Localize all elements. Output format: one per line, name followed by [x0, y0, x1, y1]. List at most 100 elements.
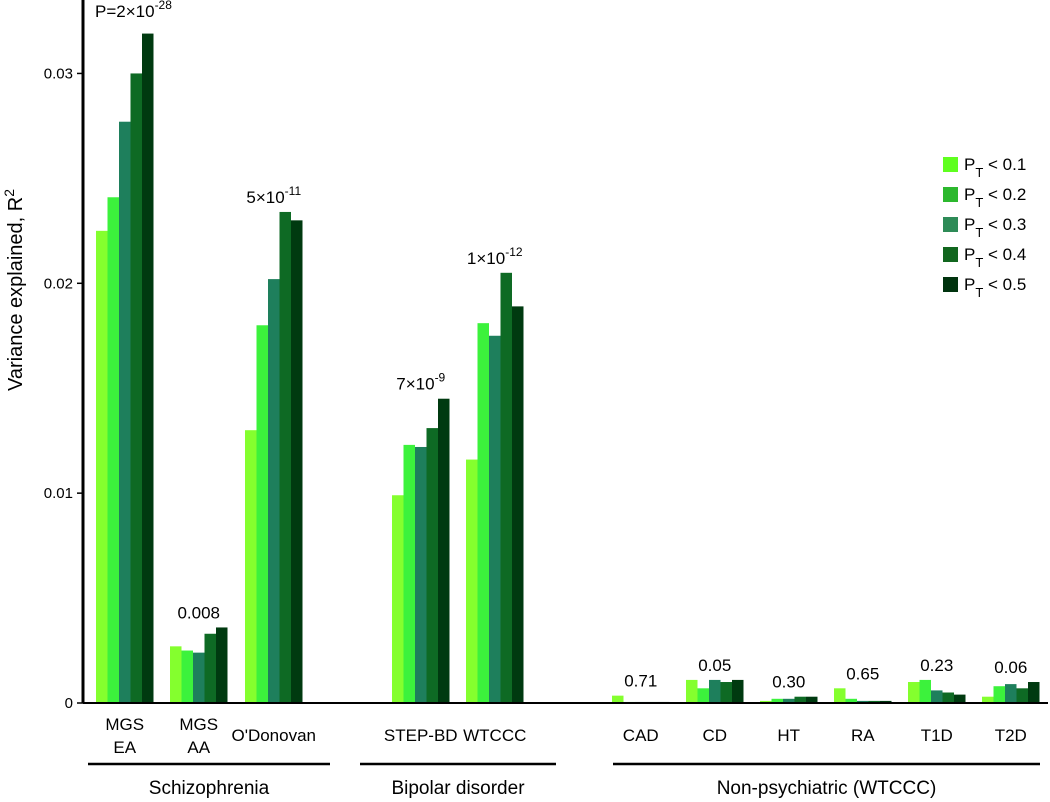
bar: [279, 211, 291, 703]
bar: [783, 698, 795, 703]
category-labels: MGS EA MGS AA O'Donovan STEP-BD WTCCC CAD CD HT RA…: [105, 715, 1026, 757]
bar: [512, 306, 524, 703]
bar: [1005, 684, 1017, 703]
bar: [732, 679, 744, 703]
bar: [170, 646, 182, 703]
bar: [216, 627, 228, 703]
bar: [857, 700, 869, 703]
legend-swatch: [943, 217, 958, 232]
bar: [845, 698, 857, 703]
legend-swatch: [943, 157, 958, 172]
category-label: WTCCC: [463, 726, 526, 745]
bar: [415, 446, 427, 703]
bar: [466, 459, 478, 703]
p-value-annotation: 0.71: [624, 672, 657, 691]
legend-label: PT < 0.1: [964, 155, 1026, 180]
bar: [982, 696, 994, 703]
y-tick-label: 0: [65, 695, 73, 712]
bar: [908, 682, 920, 703]
bar: [942, 692, 954, 703]
bar: [107, 197, 119, 703]
legend-label: PT < 0.5: [964, 275, 1026, 300]
p-value-annotation: 0.008: [177, 603, 220, 622]
bar: [612, 695, 624, 703]
y-axis-label: Variance explained, R2: [1, 189, 27, 391]
bar: [392, 495, 404, 703]
p-value-annotation: 0.05: [698, 656, 731, 675]
p-value-annotation: 0.06: [994, 658, 1027, 677]
category-label: T1D: [921, 726, 953, 745]
bar: [720, 682, 732, 703]
group-labels: Schizophrenia Bipolar disorder Non-psychia…: [88, 762, 1040, 799]
bar: [489, 335, 501, 703]
p-value-annotation: 7×10-9: [396, 371, 445, 394]
bar: [142, 33, 154, 704]
category-label: MGS: [105, 715, 144, 734]
category-label: O'Donovan: [231, 726, 316, 745]
bar: [834, 688, 846, 703]
group-label: Non-psychiatric (WTCCC): [717, 778, 937, 799]
bar: [686, 679, 698, 703]
bar: [954, 694, 966, 703]
legend-swatch: [943, 277, 958, 292]
legend: PT < 0.1 PT < 0.2 PT < 0.3 PT < 0.4 PT < 0.5: [943, 155, 1026, 300]
bar: [868, 700, 880, 703]
bar: [204, 633, 216, 703]
bar: [771, 698, 783, 703]
group-label: Bipolar disorder: [391, 778, 525, 799]
y-tick-label: 0.01: [44, 485, 73, 502]
bar: [268, 279, 280, 703]
category-label: EA: [113, 738, 136, 757]
bar: [919, 679, 931, 703]
bar: [1016, 688, 1028, 703]
bar: [245, 430, 257, 703]
category-label: STEP-BD: [384, 726, 458, 745]
bar: [697, 688, 709, 703]
p-value-annotation: 0.23: [920, 656, 953, 675]
category-label: HT: [777, 726, 800, 745]
category-label: CD: [702, 726, 727, 745]
y-tick-label: 0.02: [44, 275, 73, 292]
legend-label: PT < 0.2: [964, 185, 1026, 210]
bar: [794, 696, 806, 703]
p-value-annotation: P=2×10-28: [95, 0, 172, 21]
p-value-annotation: 0.65: [846, 664, 879, 683]
category-label: CAD: [623, 726, 659, 745]
bar: [256, 325, 268, 703]
bar: [403, 444, 415, 703]
bar: [709, 679, 721, 703]
bar: [1028, 682, 1040, 703]
bar: [291, 220, 303, 704]
bar: [993, 686, 1005, 703]
y-tick-label: 0.03: [44, 65, 73, 82]
bar: [931, 690, 943, 703]
bar: [806, 696, 818, 703]
p-value-annotation: 1×10-12: [467, 245, 523, 268]
p-value-annotation: 5×10-11: [246, 184, 301, 207]
bars-layer: [96, 33, 1040, 704]
annotations-layer: P=2×10-28 0.008 5×10-11 7×10-9 1×10-12 0.71 0.…: [95, 0, 1027, 692]
bar: [181, 650, 193, 703]
category-label: RA: [851, 726, 875, 745]
p-value-annotation: 0.30: [772, 673, 805, 692]
bar: [130, 73, 142, 704]
bar: [880, 700, 892, 703]
bar: [96, 230, 108, 703]
group-label: Schizophrenia: [149, 778, 270, 799]
legend-swatch: [943, 247, 958, 262]
legend-label: PT < 0.4: [964, 245, 1026, 270]
bar: [477, 323, 489, 703]
bar: [119, 121, 131, 703]
bar: [438, 398, 450, 703]
bar: [426, 428, 438, 703]
category-label: T2D: [995, 726, 1027, 745]
category-label: MGS: [179, 715, 218, 734]
y-axis-ticks: 0 0.01 0.02 0.03: [44, 65, 83, 712]
legend-swatch: [943, 187, 958, 202]
bar: [500, 272, 512, 703]
category-label: AA: [187, 738, 210, 757]
bar: [760, 700, 772, 703]
legend-label: PT < 0.3: [964, 215, 1026, 240]
bar: [193, 652, 205, 703]
